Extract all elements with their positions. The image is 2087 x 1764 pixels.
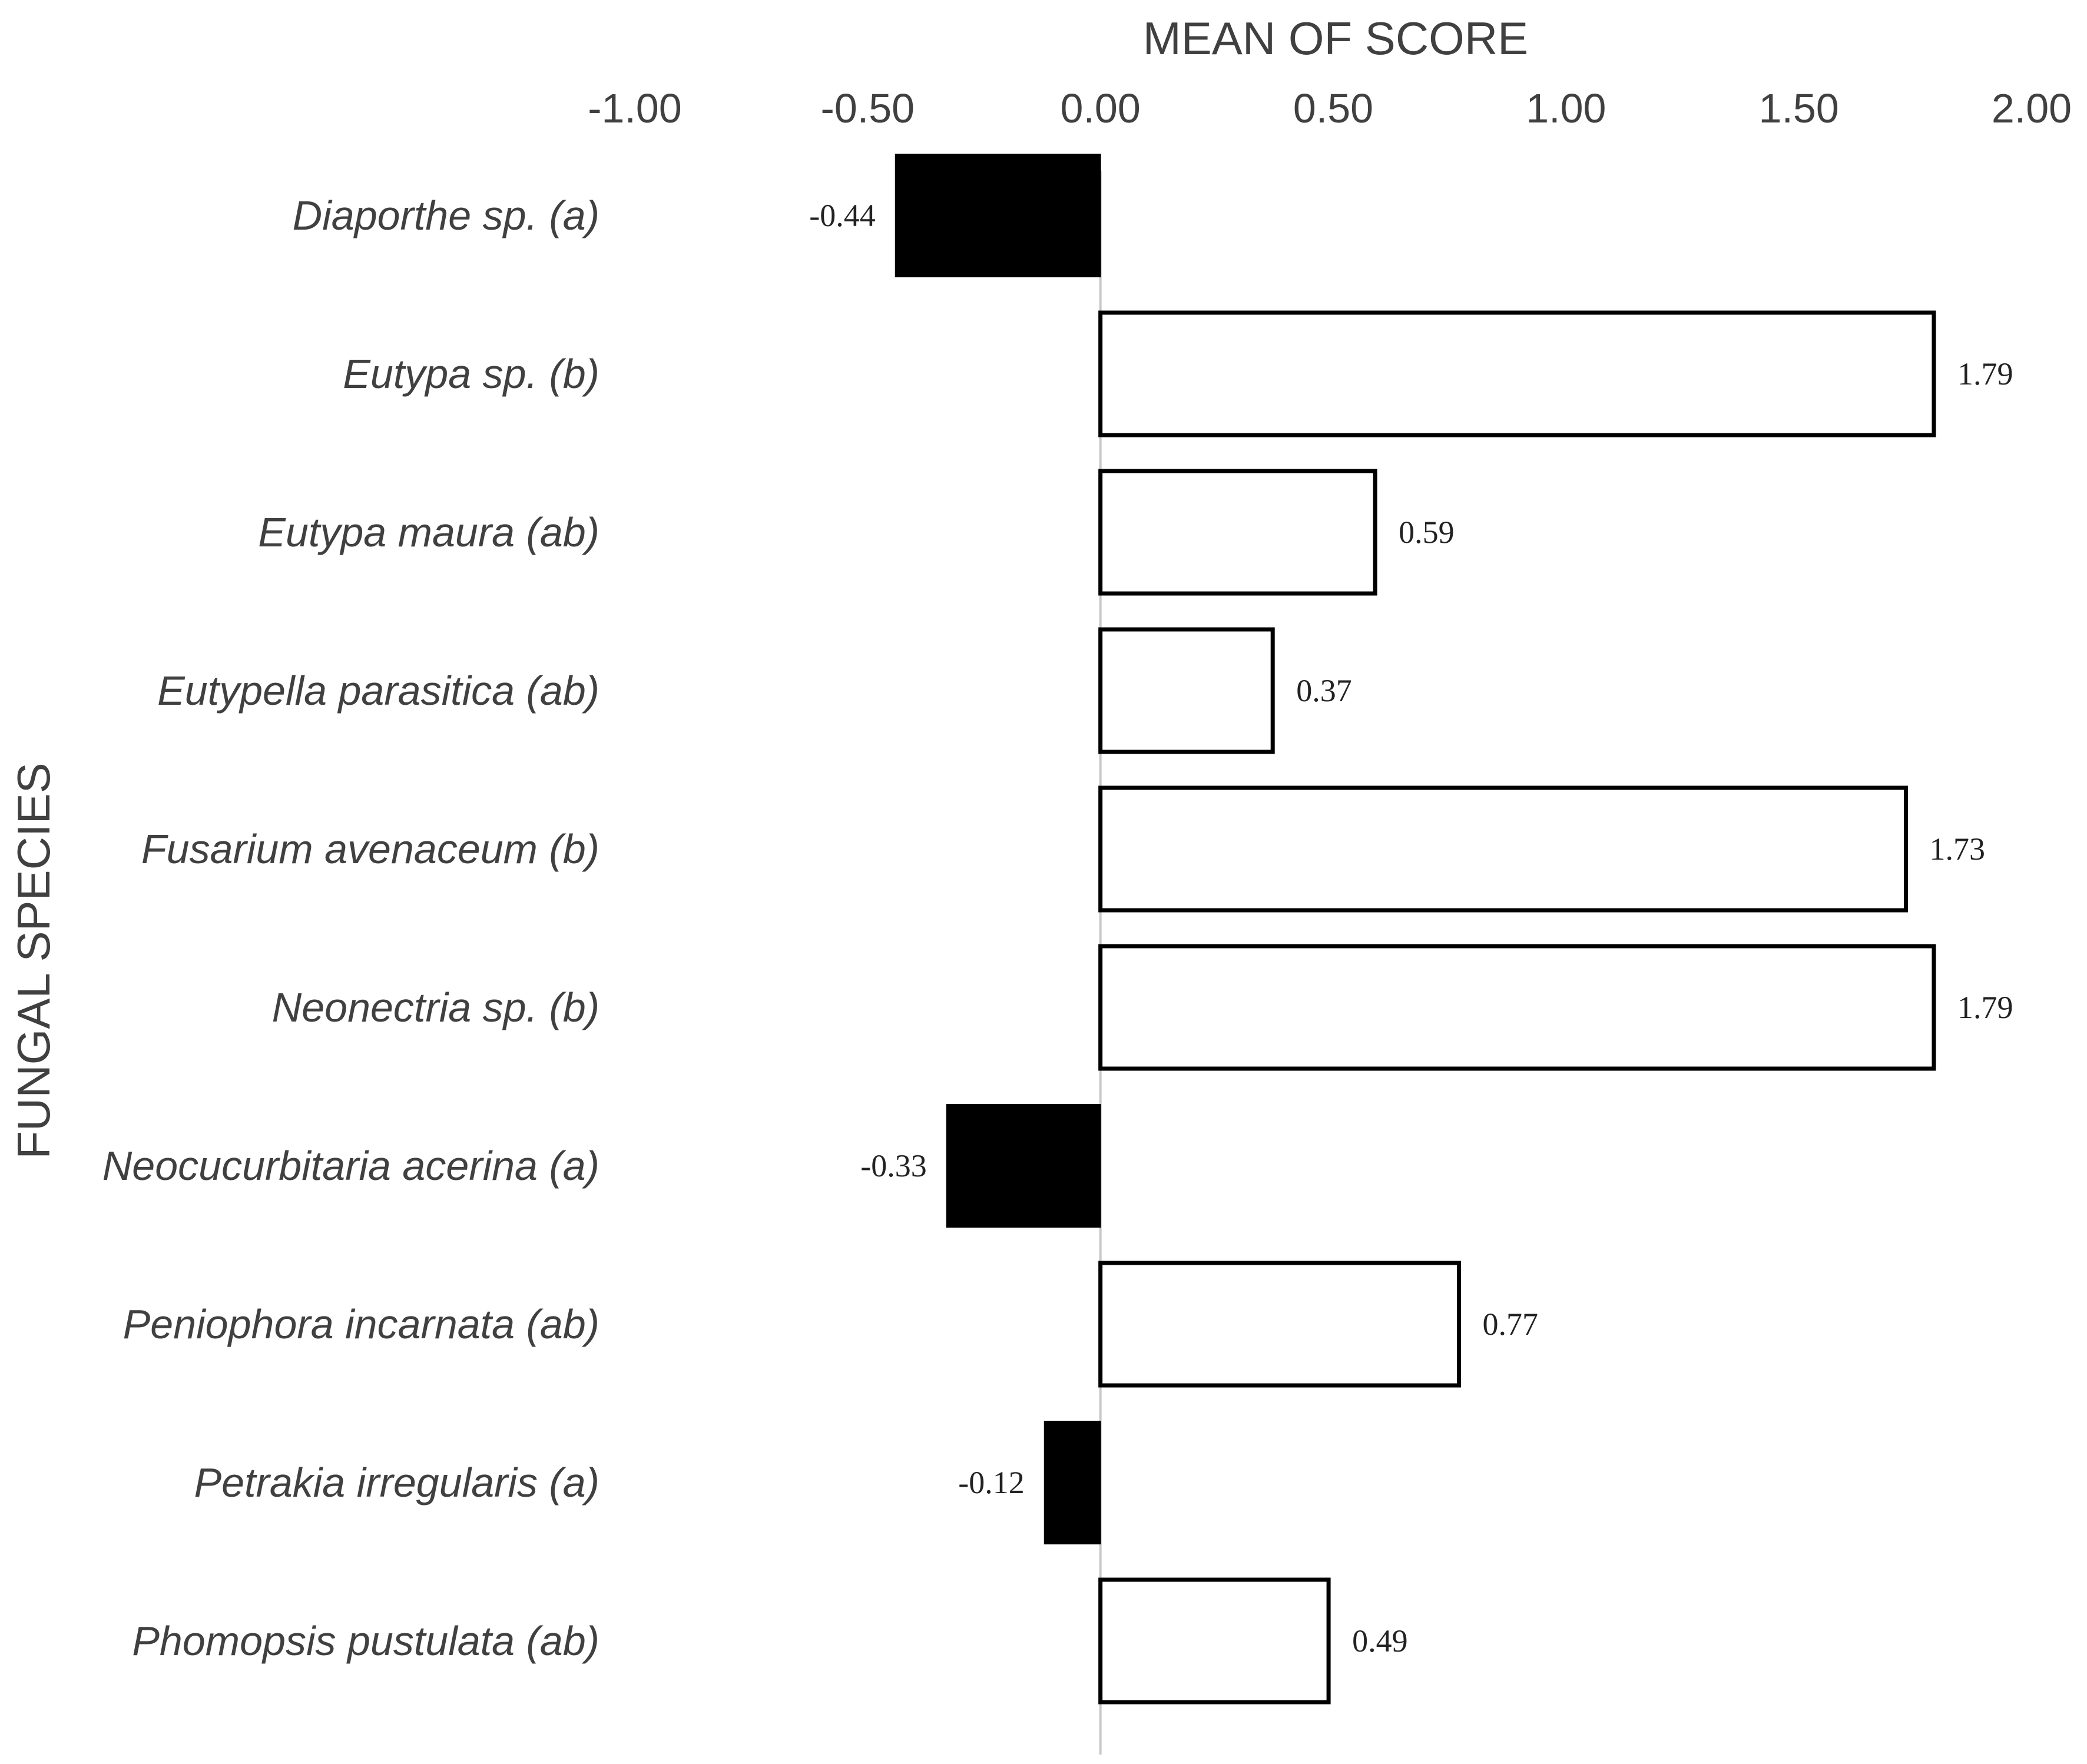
x-tick-label: 0.50 [1293,85,1373,131]
bar [1098,1261,1461,1388]
category-label: Eutypa maura (ab) [258,509,599,555]
data-label: -0.33 [860,1148,926,1183]
bar [1098,944,1936,1071]
bar [1098,469,1377,596]
x-tick-labels: -1.00 -0.50 0.00 0.50 1.00 1.50 2.00 [588,85,2072,131]
data-label: 0.37 [1296,673,1352,708]
x-axis-title: MEAN OF SCORE [1143,12,1528,64]
bar [946,1104,1101,1228]
category-label: Petrakia irregularis (a) [194,1460,599,1506]
category-label: Peniophora incarnata (ab) [123,1301,599,1347]
bar [1098,310,1936,437]
bar [895,154,1101,277]
x-tick-label: -1.00 [588,85,682,131]
x-tick-label: 0.00 [1061,85,1141,131]
y-axis-title: FUNGAL SPECIES [8,762,59,1159]
category-labels: Diaporthe sp. (a) Eutypa sp. (b) Eutypa ma… [102,193,599,1664]
data-label: -0.44 [809,198,875,233]
x-tick-label: 1.50 [1759,85,1839,131]
data-labels: -0.44 1.79 0.59 0.37 1.73 1.79 -0.33 0.77 -0.12 0… [809,198,2013,1659]
category-label: Phomopsis pustulata (ab) [132,1618,599,1664]
bar [1098,1577,1331,1705]
data-label: 1.79 [1957,990,2013,1025]
bar [1098,627,1275,754]
data-label: 0.59 [1399,515,1455,550]
category-label: Neonectria sp. (b) [272,984,599,1030]
data-label: 1.73 [1930,831,1986,867]
category-label: Eutypella parasitica (ab) [157,668,599,714]
bars [895,154,1936,1705]
bar [1044,1421,1101,1544]
category-label: Fusarium avenaceum (b) [141,826,599,872]
category-label: Neocucurbitaria acerina (a) [102,1143,599,1189]
x-tick-label: 2.00 [1992,85,2072,131]
bar [1098,785,1909,913]
x-tick-label: 1.00 [1526,85,1606,131]
category-label: Diaporthe sp. (a) [293,193,599,238]
data-label: 0.77 [1482,1307,1538,1342]
data-label: -0.12 [958,1465,1024,1500]
data-label: 0.49 [1352,1623,1408,1659]
category-label: Eutypa sp. (b) [343,351,599,397]
data-label: 1.79 [1957,356,2013,392]
x-tick-label: -0.50 [821,85,915,131]
